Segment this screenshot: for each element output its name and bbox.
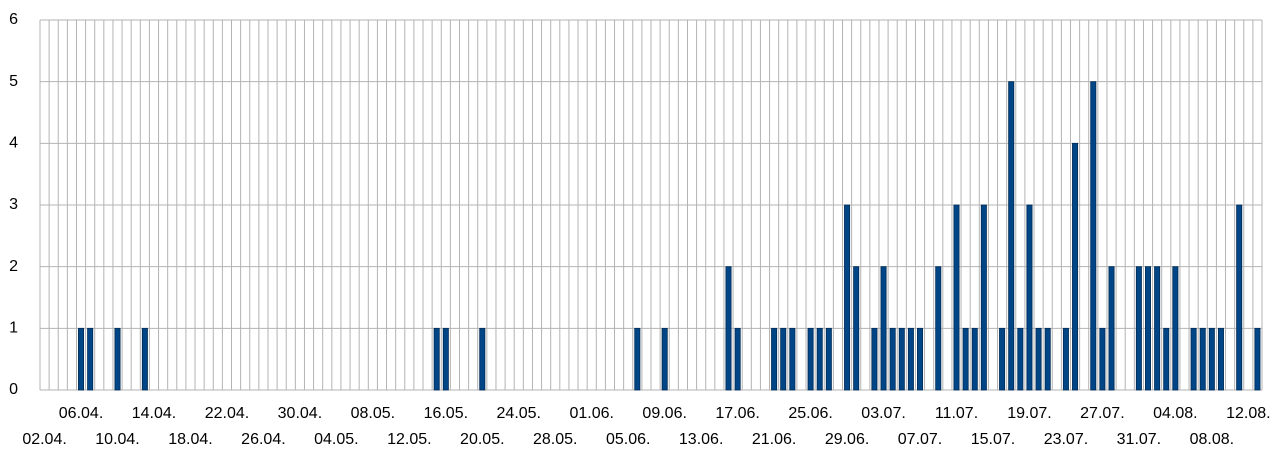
y-tick-label: 4 bbox=[9, 135, 18, 152]
x-tick-label: 03.07. bbox=[861, 405, 905, 422]
bar bbox=[1062, 327, 1069, 391]
y-tick-label: 2 bbox=[9, 258, 18, 275]
bar bbox=[1145, 266, 1152, 391]
bar bbox=[1072, 142, 1079, 391]
bar bbox=[953, 204, 960, 391]
bar bbox=[807, 327, 814, 391]
x-tick-label: 22.04. bbox=[205, 405, 249, 422]
x-tick-label: 16.05. bbox=[424, 405, 468, 422]
x-tick-label: 23.07. bbox=[1044, 431, 1088, 448]
x-tick-label: 31.07. bbox=[1117, 431, 1161, 448]
bar bbox=[1017, 327, 1024, 391]
bar bbox=[871, 327, 878, 391]
bar bbox=[1035, 327, 1042, 391]
x-tick-label: 13.06. bbox=[679, 431, 723, 448]
bar bbox=[980, 204, 987, 391]
x-tick-label: 19.07. bbox=[1007, 405, 1051, 422]
bar bbox=[917, 327, 924, 391]
bar bbox=[1135, 266, 1142, 391]
y-tick-label: 0 bbox=[9, 381, 18, 398]
x-tick-label: 04.05. bbox=[314, 431, 358, 448]
bar bbox=[725, 266, 732, 391]
x-tick-label: 08.08. bbox=[1190, 431, 1234, 448]
x-tick-label: 07.07. bbox=[898, 431, 942, 448]
x-tick-label: 05.06. bbox=[606, 431, 650, 448]
x-tick-label: 30.04. bbox=[278, 405, 322, 422]
bar bbox=[433, 327, 440, 391]
y-tick-label: 5 bbox=[9, 73, 18, 90]
x-tick-label: 26.04. bbox=[241, 431, 285, 448]
bar bbox=[1236, 204, 1243, 391]
x-tick-label: 27.07. bbox=[1080, 405, 1124, 422]
bar bbox=[935, 266, 942, 391]
bar bbox=[1090, 81, 1097, 391]
bar bbox=[1172, 266, 1179, 391]
x-tick-label: 28.05. bbox=[533, 431, 577, 448]
x-tick-label: 12.08. bbox=[1226, 405, 1270, 422]
bar bbox=[889, 327, 896, 391]
bar bbox=[78, 327, 85, 391]
x-tick-label: 25.06. bbox=[788, 405, 832, 422]
bar bbox=[907, 327, 914, 391]
x-tick-label: 29.06. bbox=[825, 431, 869, 448]
bar bbox=[780, 327, 787, 391]
bar bbox=[898, 327, 905, 391]
x-tick-label: 15.07. bbox=[971, 431, 1015, 448]
x-tick-label: 20.05. bbox=[460, 431, 504, 448]
bar bbox=[789, 327, 796, 391]
x-tick-label: 21.06. bbox=[752, 431, 796, 448]
y-tick-label: 3 bbox=[9, 196, 18, 213]
bar bbox=[999, 327, 1006, 391]
bar bbox=[853, 266, 860, 391]
x-tick-label: 14.04. bbox=[132, 405, 176, 422]
bar bbox=[962, 327, 969, 391]
x-tick-label: 04.08. bbox=[1153, 405, 1197, 422]
bar bbox=[1099, 327, 1106, 391]
x-tick-label: 06.04. bbox=[59, 405, 103, 422]
bar bbox=[114, 327, 121, 391]
bar bbox=[1199, 327, 1206, 391]
bar bbox=[1254, 327, 1261, 391]
x-tick-label: 11.07. bbox=[935, 405, 978, 422]
bar bbox=[1108, 266, 1115, 391]
x-tick-label: 17.06. bbox=[715, 405, 759, 422]
bar bbox=[1208, 327, 1215, 391]
bar bbox=[825, 327, 832, 391]
x-tick-label: 10.04. bbox=[95, 431, 139, 448]
bar bbox=[87, 327, 94, 391]
bar bbox=[634, 327, 641, 391]
bar bbox=[734, 327, 741, 391]
x-tick-label: 18.04. bbox=[168, 431, 212, 448]
x-tick-label: 24.05. bbox=[497, 405, 541, 422]
bar bbox=[1008, 81, 1015, 391]
x-tick-label: 12.05. bbox=[387, 431, 431, 448]
bar bbox=[1217, 327, 1224, 391]
y-tick-label: 6 bbox=[9, 11, 18, 28]
bar bbox=[479, 327, 486, 391]
x-tick-label: 01.06. bbox=[569, 405, 613, 422]
y-tick-label: 1 bbox=[9, 320, 18, 337]
bar bbox=[1154, 266, 1161, 391]
x-tick-label: 02.04. bbox=[22, 431, 66, 448]
x-tick-label: 09.06. bbox=[642, 405, 686, 422]
bar bbox=[880, 266, 887, 391]
bar bbox=[816, 327, 823, 391]
bar bbox=[1026, 204, 1033, 391]
bar bbox=[661, 327, 668, 391]
bar bbox=[442, 327, 449, 391]
bar bbox=[1044, 327, 1051, 391]
bar bbox=[1163, 327, 1170, 391]
bar bbox=[141, 327, 148, 391]
bar bbox=[971, 327, 978, 391]
bar bbox=[1190, 327, 1197, 391]
bar bbox=[771, 327, 778, 391]
bar bbox=[844, 204, 851, 391]
x-tick-label: 08.05. bbox=[351, 405, 395, 422]
